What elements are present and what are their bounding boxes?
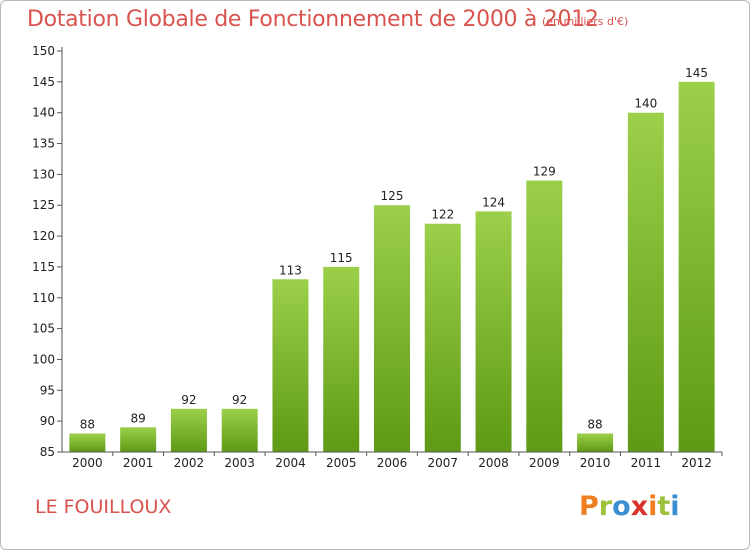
x-tick-label: 2004 xyxy=(275,456,306,470)
y-tick-label: 105 xyxy=(32,322,55,336)
bar-2000 xyxy=(69,433,106,452)
x-tick-label: 2007 xyxy=(427,456,458,470)
logo-letter: i xyxy=(648,491,658,522)
x-tick-label: 2006 xyxy=(377,456,408,470)
value-label: 145 xyxy=(685,66,708,80)
chart-title: Dotation Globale de Fonctionnement de 20… xyxy=(27,7,599,32)
logo-letter: r xyxy=(598,491,613,522)
chart-subtitle: (en milliers d'€) xyxy=(542,15,629,28)
bar-2003 xyxy=(221,408,258,452)
y-tick-label: 120 xyxy=(32,229,55,243)
x-tick-label: 2000 xyxy=(72,456,103,470)
y-tick-label: 130 xyxy=(32,167,55,181)
proxiti-logo: Proxiti xyxy=(579,491,680,522)
commune-name: LE FOUILLOUX xyxy=(35,496,172,518)
axes-layer: 85 90 95 100 105 110 115 120 125 130 135 140 145 150 8… xyxy=(32,44,723,470)
value-label: 122 xyxy=(431,208,454,222)
bar-2002 xyxy=(170,408,207,452)
x-tick-label: 2001 xyxy=(123,456,154,470)
bar-2008 xyxy=(475,211,512,452)
bar-2011 xyxy=(627,112,664,452)
x-tick-label: 2011 xyxy=(631,456,662,470)
bar-2012 xyxy=(678,81,715,452)
y-tick-label: 85 xyxy=(40,445,55,459)
bar-2001 xyxy=(120,427,157,452)
value-label: 92 xyxy=(181,393,196,407)
y-tick-label: 90 xyxy=(40,414,55,428)
y-tick-label: 135 xyxy=(32,137,55,151)
value-label: 88 xyxy=(80,417,95,431)
y-tick-label: 145 xyxy=(32,75,55,89)
y-tick-label: 150 xyxy=(32,44,55,58)
x-tick-label: 2002 xyxy=(174,456,205,470)
value-label: 115 xyxy=(330,251,353,265)
y-tick-label: 125 xyxy=(32,198,55,212)
value-label: 92 xyxy=(232,393,247,407)
logo-letter: o xyxy=(612,491,631,522)
bar-2007 xyxy=(424,223,461,452)
y-tick-label: 140 xyxy=(32,106,55,120)
value-label: 125 xyxy=(381,189,404,203)
bar-2009 xyxy=(526,180,563,453)
x-tick-label: 2005 xyxy=(326,456,357,470)
x-tick-label: 2003 xyxy=(224,456,255,470)
y-tick-label: 95 xyxy=(40,383,55,397)
y-tick-label: 110 xyxy=(32,291,55,305)
logo-letter: i xyxy=(670,491,680,522)
value-label: 140 xyxy=(634,97,657,111)
logo-letter: P xyxy=(579,491,599,522)
y-tick-label: 100 xyxy=(32,352,55,366)
value-label: 129 xyxy=(533,165,556,179)
x-tick-label: 2008 xyxy=(478,456,509,470)
bar-2004 xyxy=(272,279,309,452)
x-tick-label: 2010 xyxy=(580,456,611,470)
y-tick-label: 115 xyxy=(32,260,55,274)
bar-2006 xyxy=(374,205,410,452)
bar-2010 xyxy=(577,433,614,452)
logo-letter: x xyxy=(630,491,649,522)
x-tick-label: 2012 xyxy=(681,456,712,470)
x-tick-label: 2009 xyxy=(529,456,560,470)
value-label: 88 xyxy=(587,417,602,431)
value-label: 124 xyxy=(482,195,505,209)
bar-2005 xyxy=(323,266,360,452)
value-label: 113 xyxy=(279,263,302,277)
value-label: 89 xyxy=(131,411,146,425)
bars-layer xyxy=(69,81,715,453)
logo-letter: t xyxy=(657,491,671,522)
